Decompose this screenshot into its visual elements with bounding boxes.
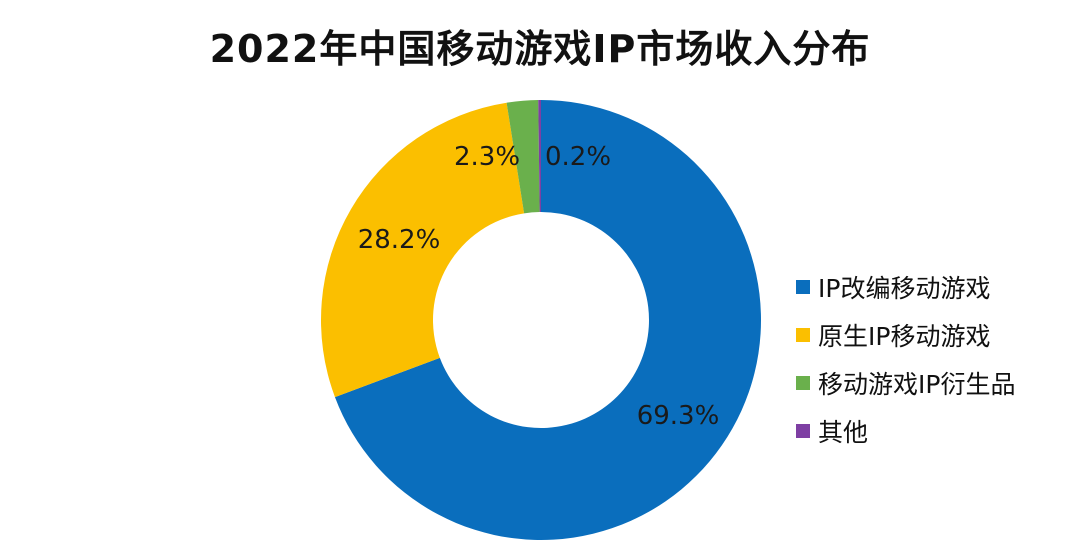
donut-slices <box>320 100 761 540</box>
slice-value-label: 0.2% <box>545 142 611 172</box>
legend-item: 原生IP移动游戏 <box>796 311 1015 359</box>
legend-swatch <box>796 280 810 294</box>
slice-value-label: 69.3% <box>637 401 720 431</box>
donut-slice <box>320 102 525 398</box>
legend-item: 移动游戏IP衍生品 <box>796 359 1015 407</box>
legend-label: 移动游戏IP衍生品 <box>818 370 1016 399</box>
legend-label: IP改编移动游戏 <box>818 274 991 303</box>
donut-slice <box>334 100 761 540</box>
data-labels: 69.3% 28.2% 2.3% 0.2% <box>358 142 720 431</box>
legend-label: 原生IP移动游戏 <box>818 322 991 351</box>
legend-swatch <box>796 328 810 342</box>
legend-item: IP改编移动游戏 <box>796 263 1015 311</box>
slice-value-label: 2.3% <box>454 142 520 172</box>
legend-swatch <box>796 424 810 438</box>
donut-slice <box>538 100 541 213</box>
legend: IP改编移动游戏 原生IP移动游戏 移动游戏IP衍生品 其他 <box>796 263 1015 455</box>
slice-value-label: 28.2% <box>358 225 441 255</box>
legend-swatch <box>796 376 810 390</box>
legend-item: 其他 <box>796 407 1015 455</box>
legend-label: 其他 <box>818 418 869 447</box>
donut-slice <box>506 100 540 214</box>
chart-title: 2022年中国移动游戏IP市场收入分布 <box>209 27 871 71</box>
